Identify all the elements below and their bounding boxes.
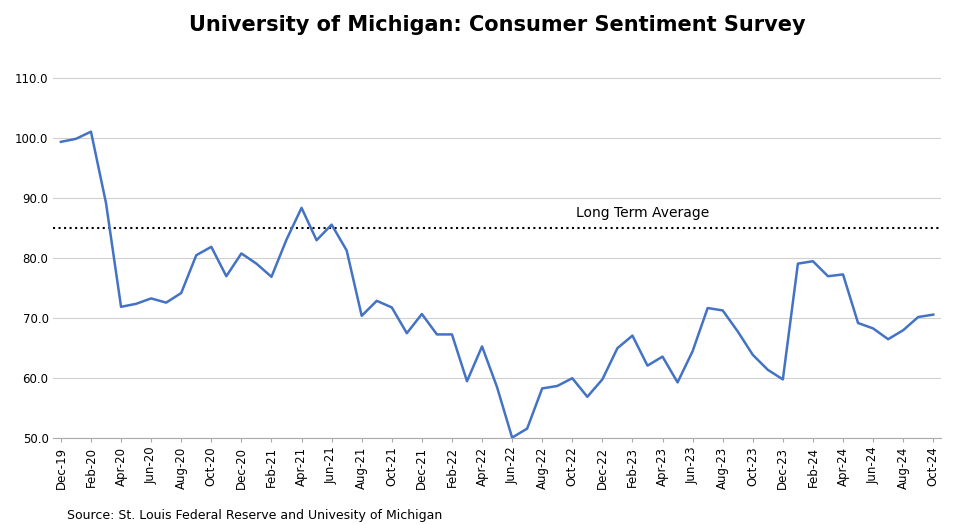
Text: Long Term Average: Long Term Average (576, 206, 708, 220)
Title: University of Michigan: Consumer Sentiment Survey: University of Michigan: Consumer Sentime… (188, 15, 805, 35)
Text: Source: St. Louis Federal Reserve and Univesity of Michigan: Source: St. Louis Federal Reserve and Un… (67, 509, 443, 522)
